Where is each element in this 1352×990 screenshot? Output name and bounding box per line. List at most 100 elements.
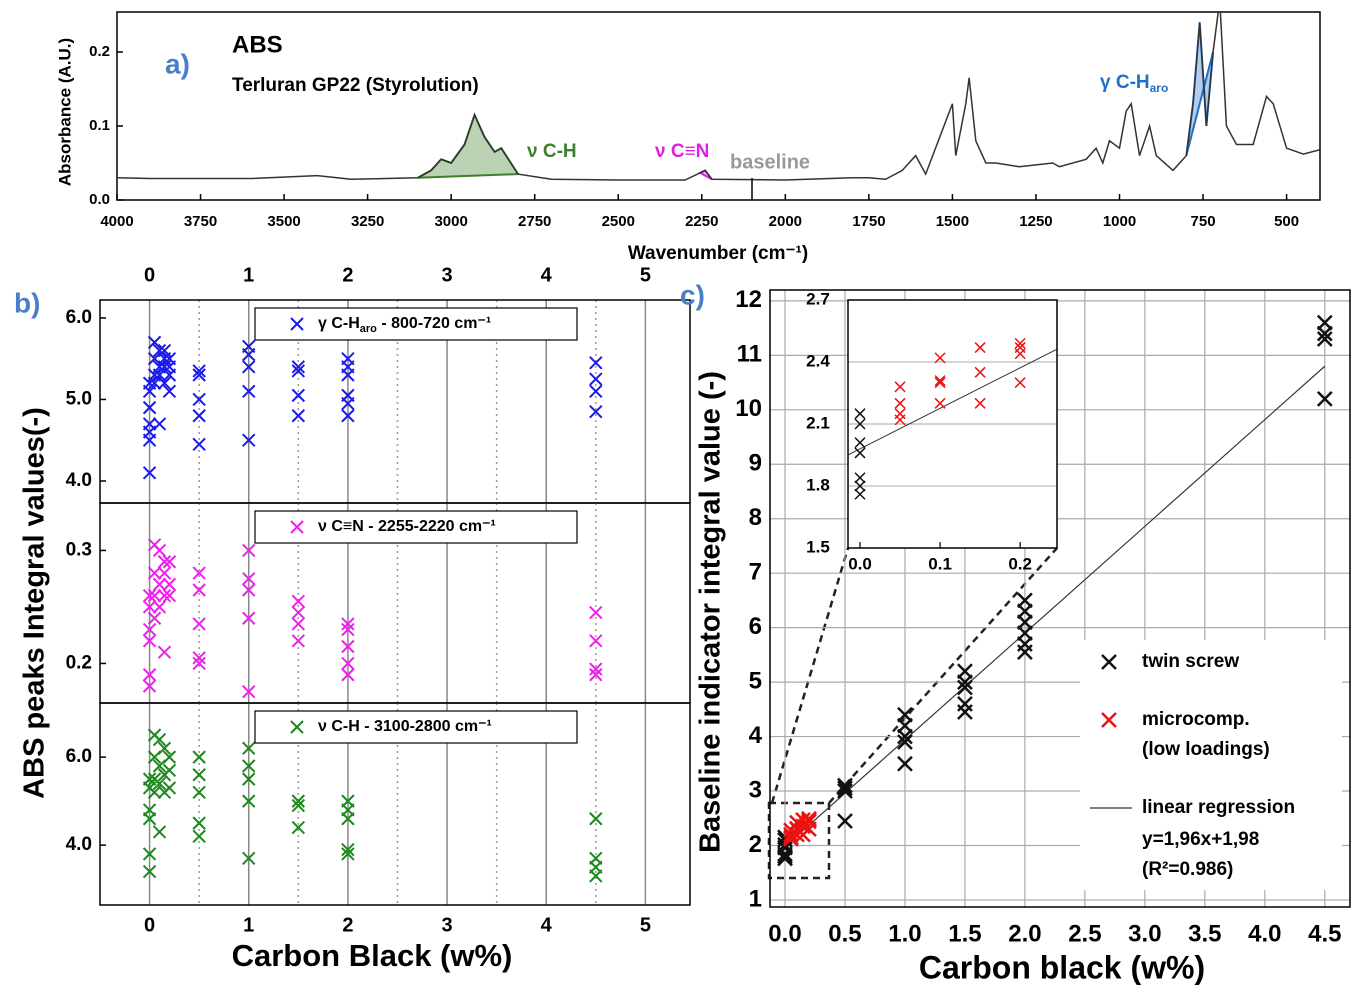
point xyxy=(341,842,355,857)
point xyxy=(837,813,853,829)
y-tick-label: 0.2 xyxy=(66,652,92,673)
point xyxy=(162,588,177,603)
point xyxy=(242,583,256,597)
inset-point xyxy=(1255,223,1265,233)
point xyxy=(589,384,603,399)
legend-name-sub: aro xyxy=(360,323,377,335)
plot-area xyxy=(777,314,1333,867)
point xyxy=(142,600,157,614)
point xyxy=(192,829,206,844)
y-tick-label: 12 xyxy=(735,286,762,313)
peak-label: γ C-Haro xyxy=(1100,72,1168,95)
legend-label-line2: (low loadings) xyxy=(1142,739,1270,760)
point xyxy=(157,645,172,659)
point xyxy=(957,695,973,712)
point xyxy=(341,388,355,403)
point xyxy=(1316,391,1333,407)
point xyxy=(589,372,603,386)
point xyxy=(242,759,256,773)
y-tick-label: 7 xyxy=(749,559,762,586)
peak-label-text: ν C-H xyxy=(527,141,577,162)
legend-label: microcomp. xyxy=(1142,709,1250,730)
point xyxy=(142,847,157,861)
point xyxy=(341,668,355,682)
point xyxy=(242,794,256,808)
point xyxy=(157,555,172,569)
x-tick-label: 2000 xyxy=(769,213,802,230)
point xyxy=(291,820,306,835)
inset-point xyxy=(854,447,866,459)
point xyxy=(157,343,172,358)
point xyxy=(789,826,805,843)
inset-point xyxy=(894,397,906,409)
x-tick-label: 3.5 xyxy=(1188,920,1221,947)
point xyxy=(341,617,355,631)
peak-label: ν C≡N xyxy=(655,141,709,162)
inset-x-tick-label: 0.0 xyxy=(848,554,872,573)
x-tick-label: 3000 xyxy=(434,213,467,230)
inset-area xyxy=(848,223,1265,500)
point xyxy=(242,543,256,558)
point xyxy=(291,364,306,378)
legend-name-end: - 800-720 cm⁻¹ xyxy=(377,315,491,332)
point xyxy=(242,851,256,866)
x-tick-label: 4.5 xyxy=(1308,920,1341,947)
fit-equation: y=1,96x+1,98 xyxy=(1142,829,1259,850)
legend-name: ν C-H xyxy=(318,718,360,735)
inset-point xyxy=(974,342,986,354)
y-tick-label: 4 xyxy=(749,722,763,749)
x-tick-label: 5 xyxy=(640,914,651,936)
x-tick-label: 4000 xyxy=(100,213,133,230)
point xyxy=(142,864,157,879)
point xyxy=(192,364,206,378)
x-tick-label: 2 xyxy=(342,914,353,936)
legend-name: ν C≡N xyxy=(318,518,364,535)
point xyxy=(242,611,256,625)
legend-label: twin screw xyxy=(1142,651,1239,672)
legend-name-end: - 3100-2800 cm⁻¹ xyxy=(360,718,492,735)
point xyxy=(291,360,306,374)
x-axis-label: Carbon Black (w%) xyxy=(232,938,513,973)
x-tick-label: 3250 xyxy=(351,213,384,230)
inset-point xyxy=(1014,337,1026,349)
point xyxy=(152,600,167,614)
point xyxy=(147,368,162,382)
point xyxy=(142,679,157,693)
peak-label: ν C-H xyxy=(527,141,577,162)
point xyxy=(242,339,256,354)
point xyxy=(341,351,355,366)
point xyxy=(291,409,306,423)
point xyxy=(192,566,206,580)
point xyxy=(192,816,206,830)
point xyxy=(291,798,306,813)
y-tick-label: 1 xyxy=(749,885,762,912)
point xyxy=(142,417,157,431)
x-tick-label-top: 2 xyxy=(342,264,353,286)
inset-point xyxy=(854,408,866,420)
y-tick-label: 5.0 xyxy=(66,388,92,409)
point xyxy=(897,755,913,772)
x-axis-label: Carbon black (w%) xyxy=(919,949,1205,985)
y-tick-label: 0.2 xyxy=(89,43,110,60)
point xyxy=(837,783,853,799)
point xyxy=(162,750,177,764)
inset-point xyxy=(894,381,906,393)
annotation: baseline xyxy=(730,151,810,173)
inset-y-tick-label: 1.8 xyxy=(806,475,830,494)
point xyxy=(162,577,177,592)
legend-box xyxy=(254,510,578,544)
point xyxy=(192,368,206,382)
point xyxy=(192,583,206,597)
legend-name: γ C-H xyxy=(318,315,360,332)
x-tick-label: 500 xyxy=(1274,213,1299,230)
y-tick-label: 9 xyxy=(749,450,762,477)
point xyxy=(152,417,167,431)
point xyxy=(152,776,167,791)
x-tick-label: 2.5 xyxy=(1068,920,1101,947)
point xyxy=(147,588,162,603)
point xyxy=(192,785,206,800)
point xyxy=(242,384,256,399)
inset-y-tick-label: 2.7 xyxy=(806,289,830,308)
point xyxy=(341,622,355,637)
